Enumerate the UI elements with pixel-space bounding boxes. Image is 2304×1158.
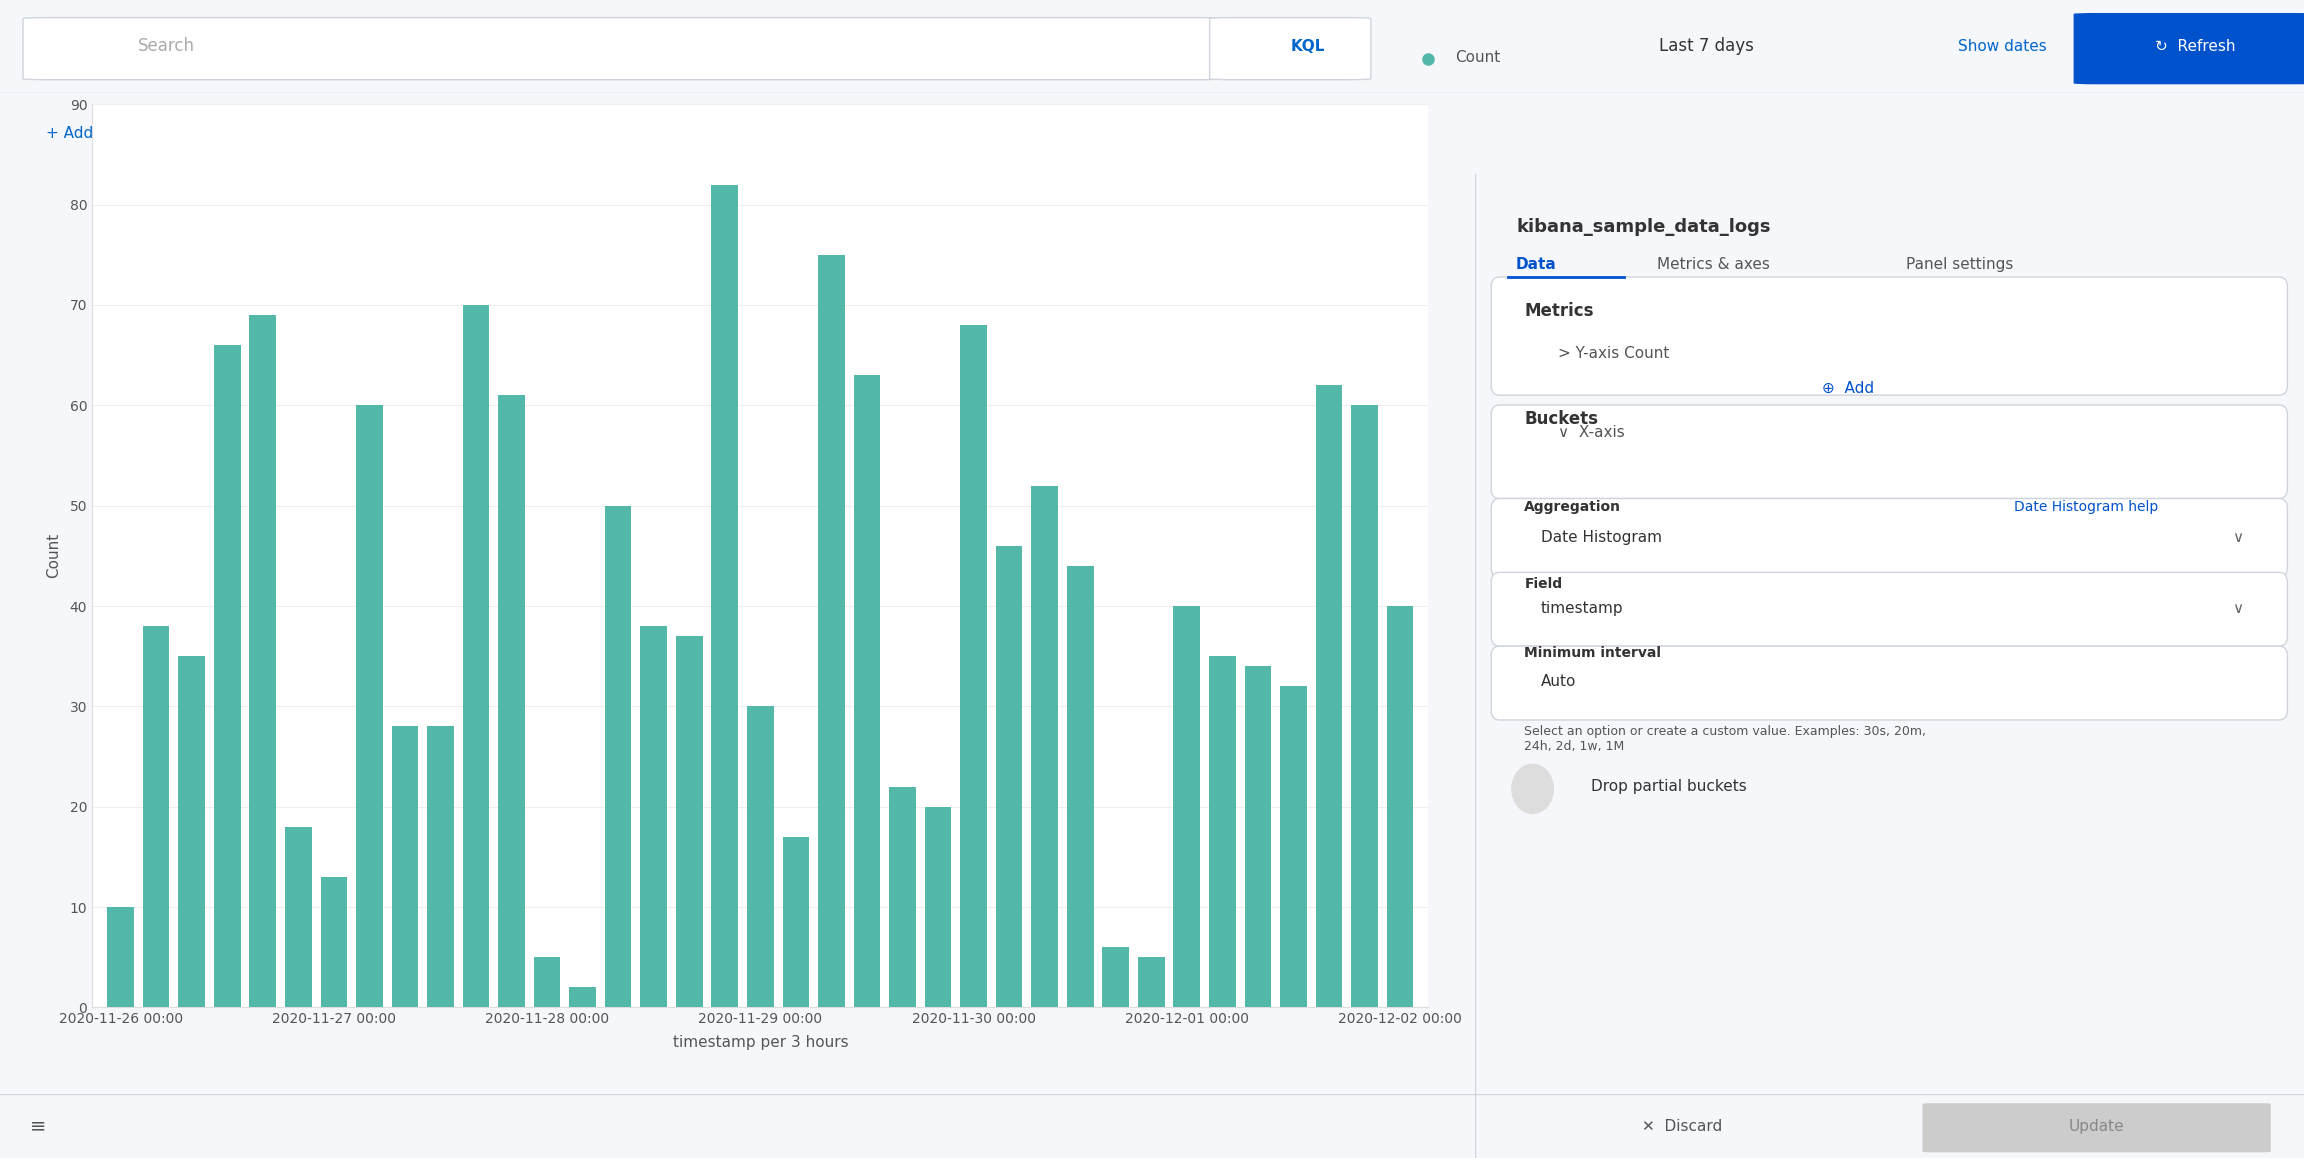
Text: Count: Count: [1456, 50, 1500, 65]
Bar: [889, 786, 915, 1007]
Bar: [286, 827, 311, 1007]
Text: Aggregation: Aggregation: [1525, 500, 1622, 514]
Bar: [746, 706, 774, 1007]
FancyBboxPatch shape: [1491, 277, 2288, 395]
FancyBboxPatch shape: [1210, 17, 1371, 80]
Bar: [1281, 687, 1306, 1007]
Bar: [783, 837, 809, 1007]
X-axis label: timestamp per 3 hours: timestamp per 3 hours: [673, 1034, 848, 1049]
Bar: [1138, 958, 1164, 1007]
Bar: [818, 255, 846, 1007]
FancyBboxPatch shape: [23, 17, 1221, 80]
Text: Panel settings: Panel settings: [1905, 257, 2014, 272]
Bar: [177, 657, 205, 1007]
Bar: [249, 315, 276, 1007]
Text: timestamp: timestamp: [1541, 601, 1624, 616]
Y-axis label: Count: Count: [46, 533, 62, 579]
Text: Date Histogram: Date Histogram: [1541, 530, 1661, 545]
FancyBboxPatch shape: [2074, 13, 2304, 85]
Text: Buckets: Buckets: [1525, 410, 1599, 428]
Text: > Y-axis Count: > Y-axis Count: [1558, 346, 1668, 361]
Bar: [535, 958, 560, 1007]
Bar: [569, 988, 597, 1007]
Bar: [1032, 485, 1058, 1007]
Bar: [498, 395, 525, 1007]
FancyBboxPatch shape: [1922, 1104, 2272, 1152]
Text: Last 7 days: Last 7 days: [1659, 37, 1753, 56]
Bar: [675, 636, 703, 1007]
Bar: [995, 545, 1023, 1007]
Bar: [1173, 606, 1200, 1007]
Bar: [641, 626, 668, 1007]
Bar: [357, 405, 382, 1007]
FancyBboxPatch shape: [1491, 405, 2288, 498]
Text: kibana_sample_data_logs: kibana_sample_data_logs: [1516, 218, 1769, 236]
Text: Search: Search: [138, 37, 196, 56]
Text: ∨: ∨: [2233, 530, 2244, 545]
Text: Auto: Auto: [1541, 674, 1576, 689]
Text: Drop partial buckets: Drop partial buckets: [1590, 779, 1746, 794]
Bar: [214, 345, 240, 1007]
Bar: [143, 626, 170, 1007]
Bar: [108, 907, 134, 1007]
FancyBboxPatch shape: [1491, 572, 2288, 646]
Bar: [1244, 666, 1272, 1007]
Text: Metrics: Metrics: [1525, 302, 1594, 320]
Text: ≡: ≡: [30, 1116, 46, 1136]
Text: Metrics & axes: Metrics & axes: [1657, 257, 1769, 272]
Bar: [606, 506, 631, 1007]
Bar: [924, 807, 952, 1007]
Text: Field: Field: [1525, 578, 1562, 592]
Text: ∨: ∨: [2233, 601, 2244, 616]
Bar: [426, 726, 454, 1007]
Circle shape: [1511, 764, 1553, 814]
Bar: [392, 726, 419, 1007]
Bar: [463, 305, 488, 1007]
Bar: [852, 375, 880, 1007]
Text: Show dates: Show dates: [1958, 39, 2048, 53]
Bar: [712, 184, 737, 1007]
Bar: [1101, 947, 1129, 1007]
Bar: [1067, 566, 1094, 1007]
Text: + Add filter: + Add filter: [46, 126, 134, 140]
Bar: [320, 877, 348, 1007]
Text: KQL: KQL: [1290, 39, 1325, 53]
Text: ↻  Refresh: ↻ Refresh: [2157, 39, 2235, 53]
Bar: [1210, 657, 1235, 1007]
Text: ✕  Discard: ✕ Discard: [1643, 1119, 1721, 1134]
Text: ⊕  Add: ⊕ Add: [1822, 380, 1873, 395]
FancyBboxPatch shape: [1491, 499, 2288, 578]
Text: ∨  X-axis: ∨ X-axis: [1558, 425, 1624, 440]
Text: Minimum interval: Minimum interval: [1525, 646, 1661, 660]
Text: Select an option or create a custom value. Examples: 30s, 20m,
24h, 2d, 1w, 1M: Select an option or create a custom valu…: [1525, 725, 1926, 753]
Bar: [1350, 405, 1378, 1007]
Text: Data: Data: [1516, 257, 1558, 272]
Text: Date Histogram help: Date Histogram help: [2014, 500, 2159, 514]
Text: Update: Update: [2069, 1119, 2124, 1134]
Bar: [961, 325, 986, 1007]
FancyBboxPatch shape: [1491, 646, 2288, 720]
Bar: [1316, 386, 1343, 1007]
Bar: [1387, 606, 1412, 1007]
